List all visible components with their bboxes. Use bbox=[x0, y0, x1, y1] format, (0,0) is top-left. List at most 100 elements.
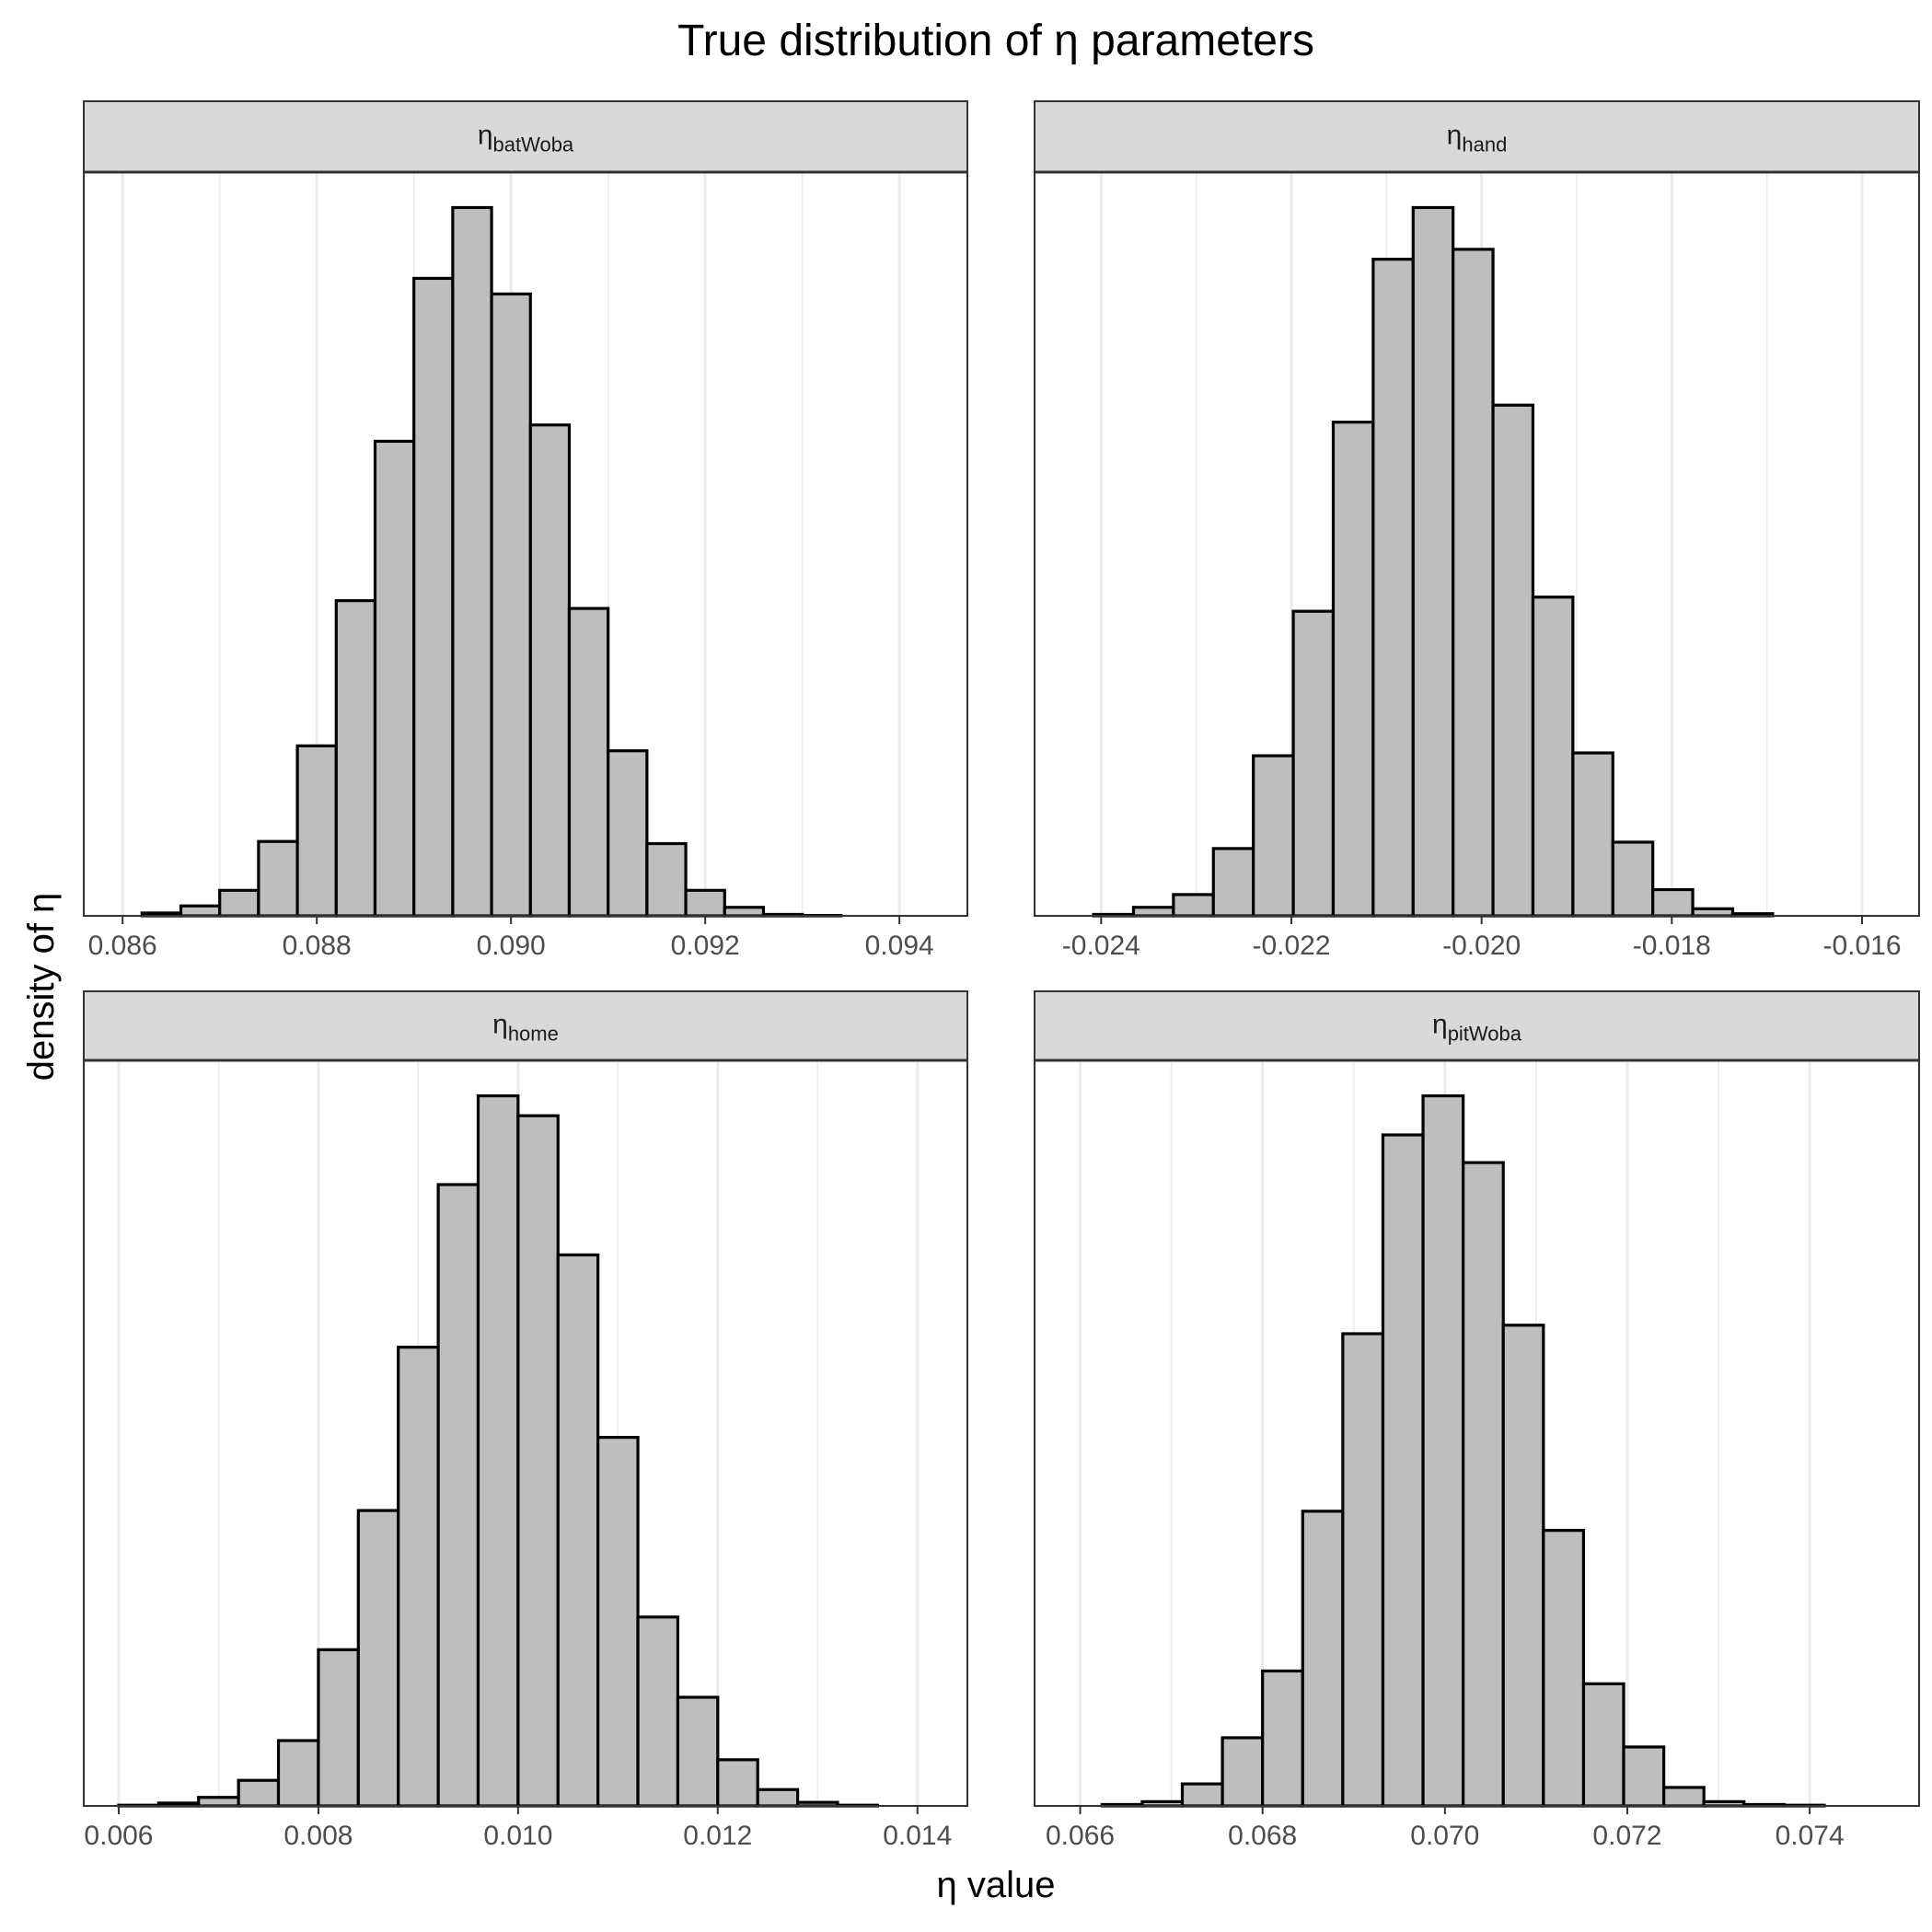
x-tick-label: 0.010 bbox=[483, 1821, 552, 1851]
x-tick-label: 0.066 bbox=[1046, 1821, 1115, 1851]
x-tick-label: 0.008 bbox=[283, 1821, 353, 1851]
histogram-bar bbox=[645, 841, 688, 918]
x-tick-label: -0.022 bbox=[1252, 931, 1330, 961]
x-tick-label: 0.086 bbox=[88, 931, 157, 961]
facet-subscript: pitWoba bbox=[1448, 1023, 1522, 1046]
facet-strip-label: ηbatWoba bbox=[478, 121, 574, 156]
histogram-bar bbox=[1261, 1669, 1304, 1808]
histogram-bar bbox=[1381, 1133, 1425, 1808]
x-tick-label: 0.074 bbox=[1776, 1821, 1845, 1851]
x-tick-label: 0.072 bbox=[1592, 1821, 1661, 1851]
histogram-bar bbox=[257, 839, 299, 918]
facet-symbol: η bbox=[1432, 1010, 1448, 1040]
facet-symbol: η bbox=[478, 121, 493, 151]
histogram-bar bbox=[676, 1695, 720, 1808]
facet-strip-label: ηpitWoba bbox=[1432, 1010, 1522, 1046]
x-tick-label: -0.020 bbox=[1442, 931, 1521, 961]
histogram-bar bbox=[723, 906, 766, 918]
facet-panel: ηpitWoba 0.066 0.068 0.070 0.072 0.074 bbox=[1034, 990, 1920, 1851]
x-tick-label: -0.024 bbox=[1062, 931, 1140, 961]
facet-symbol: η bbox=[1447, 121, 1463, 151]
histogram-bar bbox=[295, 744, 338, 918]
histogram-bar bbox=[607, 749, 649, 918]
histogram-bar bbox=[451, 205, 493, 918]
x-tick-label: 0.014 bbox=[883, 1821, 952, 1851]
histogram-bar bbox=[556, 1253, 600, 1808]
histogram-bar bbox=[1341, 1332, 1385, 1808]
histogram-bar bbox=[317, 1648, 360, 1808]
histogram-bar bbox=[1452, 248, 1495, 918]
x-tick-label: 0.070 bbox=[1410, 1821, 1479, 1851]
histogram-bar bbox=[197, 1796, 240, 1808]
histogram-bar bbox=[684, 888, 726, 918]
histogram-bar bbox=[334, 598, 377, 918]
histogram-bar bbox=[1411, 205, 1455, 918]
histogram-bar bbox=[179, 904, 222, 918]
histogram-bar bbox=[373, 439, 416, 918]
facet-panel: ηbatWoba 0.086 0.088 0.090 0.092 0.094 bbox=[83, 100, 968, 961]
histogram-bar bbox=[516, 1114, 560, 1808]
x-tick-label: 0.012 bbox=[683, 1821, 752, 1851]
histogram-bar bbox=[1691, 907, 1735, 918]
facet-strip bbox=[1034, 990, 1920, 1061]
histogram-bar bbox=[1491, 403, 1535, 918]
histogram-bar bbox=[1291, 609, 1336, 918]
histogram-bar bbox=[567, 607, 610, 918]
histogram-bar bbox=[1542, 1529, 1586, 1808]
facet-panel: ηhome 0.006 0.008 0.010 0.012 0.014 bbox=[83, 990, 968, 1851]
histogram-bar bbox=[356, 1509, 400, 1808]
histogram-bar bbox=[237, 1778, 281, 1808]
x-axis-title: η value bbox=[937, 1865, 1056, 1905]
facet-symbol: η bbox=[492, 1010, 508, 1040]
facet-strip-label: ηhand bbox=[1447, 121, 1508, 156]
histogram-bar bbox=[476, 1093, 520, 1808]
facet-strip-label: ηhome bbox=[492, 1010, 559, 1046]
histogram-bar bbox=[756, 1787, 800, 1808]
x-tick-label: -0.018 bbox=[1633, 931, 1711, 961]
histogram-bar bbox=[1622, 1745, 1666, 1808]
histogram-bar bbox=[1462, 1161, 1505, 1808]
histogram-bar bbox=[1421, 1093, 1465, 1808]
histogram-bar bbox=[1371, 258, 1415, 918]
facet-subscript: hand bbox=[1462, 133, 1507, 156]
histogram-bar bbox=[1180, 1782, 1224, 1808]
histogram-bar bbox=[1221, 1736, 1265, 1808]
x-tick-label: 0.068 bbox=[1228, 1821, 1297, 1851]
histogram-bar bbox=[276, 1739, 320, 1808]
facet-strip bbox=[83, 100, 968, 173]
histogram-bar bbox=[1331, 421, 1375, 918]
histogram-bar bbox=[1172, 893, 1215, 918]
histogram-bar bbox=[1501, 1324, 1545, 1808]
histogram-bar bbox=[1581, 1682, 1625, 1808]
histogram-bar bbox=[1301, 1510, 1345, 1808]
histogram-bar bbox=[412, 276, 455, 918]
histogram-bar bbox=[397, 1346, 440, 1808]
chart-title: True distribution of η parameters bbox=[677, 17, 1314, 65]
histogram-bar bbox=[218, 888, 260, 918]
facet-strip bbox=[1034, 100, 1920, 173]
histogram-bar bbox=[1531, 596, 1575, 918]
histogram-bar bbox=[490, 292, 532, 918]
facet-panel: ηhand -0.024 -0.022 -0.020 -0.018 -0.016 bbox=[1034, 100, 1920, 961]
histogram-bar bbox=[1211, 847, 1255, 918]
histogram-bar bbox=[1571, 751, 1614, 918]
x-tick-label: 0.092 bbox=[671, 931, 740, 961]
facet-subscript: batWoba bbox=[493, 133, 574, 156]
histogram-bar bbox=[596, 1436, 640, 1808]
x-tick-label: 0.088 bbox=[283, 931, 352, 961]
x-tick-label: 0.094 bbox=[865, 931, 934, 961]
histogram-bar bbox=[528, 423, 572, 918]
histogram-bar bbox=[1611, 840, 1655, 918]
x-tick-label: 0.090 bbox=[477, 931, 546, 961]
histogram-bar bbox=[1651, 887, 1695, 918]
histogram-bar bbox=[636, 1615, 680, 1808]
facet-strip bbox=[83, 990, 968, 1061]
y-axis-title: density of η bbox=[21, 893, 62, 1082]
histogram-bar bbox=[1252, 754, 1295, 918]
histogram-bar bbox=[436, 1183, 480, 1808]
facet-subscript: home bbox=[508, 1023, 559, 1046]
histogram-bar bbox=[1131, 906, 1175, 918]
histogram-bar bbox=[1661, 1786, 1706, 1808]
